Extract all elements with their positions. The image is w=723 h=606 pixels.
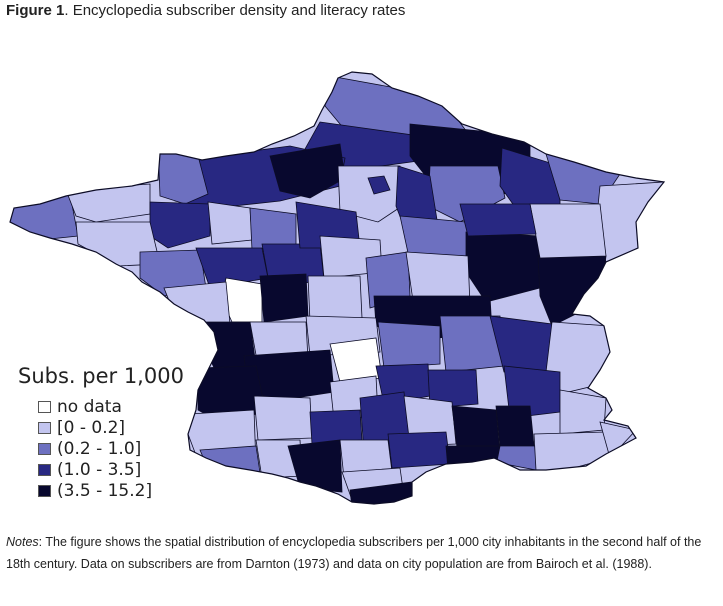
region-seine	[367, 175, 391, 195]
region-vaucluse	[493, 445, 537, 471]
france-departments-map	[9, 71, 665, 505]
map	[0, 26, 723, 526]
legend-swatch	[38, 463, 51, 476]
legend-label: no data	[57, 396, 122, 417]
legend-swatch	[38, 484, 51, 497]
region-mayenne	[207, 201, 253, 245]
region-alpes-maritimes	[599, 421, 637, 459]
region-var	[533, 431, 611, 471]
region-finistere	[10, 193, 79, 241]
region-aveyron	[387, 431, 451, 469]
figure-title: Figure 1. Encyclopedia subscriber densit…	[6, 2, 405, 20]
legend-items: no data [0 - 0.2] (0.2 - 1.0] (1.0 - 3.5] (3…	[18, 396, 218, 501]
legend-label: [0 - 0.2]	[57, 417, 126, 438]
region-vienne	[259, 273, 309, 323]
region-seine-maritime	[269, 143, 346, 199]
region-loire	[427, 369, 479, 409]
region-hautes-alpes	[559, 389, 607, 435]
region-morbihan	[75, 221, 161, 267]
map-legend: Subs. per 1,000 no data [0 - 0.2] (0.2 - 1…	[18, 362, 218, 501]
region-aube	[459, 203, 537, 237]
region-allier	[377, 321, 441, 369]
legend-item: [0 - 0.2]	[38, 417, 218, 438]
region-haute-garonne	[287, 439, 343, 493]
notes-label: Notes	[6, 535, 39, 549]
legend-swatch	[38, 421, 51, 434]
legend-item: (3.5 - 15.2]	[38, 480, 218, 501]
legend-item: no data	[38, 396, 218, 417]
legend-swatch	[38, 442, 51, 455]
notes-text: : The figure shows the spatial distribut…	[6, 535, 702, 571]
legend-label: (1.0 - 3.5]	[57, 459, 142, 480]
region-savoie	[545, 321, 611, 395]
legend-item: (0.2 - 1.0]	[38, 438, 218, 459]
region-lot-garonne	[253, 395, 313, 441]
region-paris	[337, 165, 406, 223]
legend-title: Subs. per 1,000	[18, 364, 184, 388]
figure-notes: Notes: The figure shows the spatial dist…	[6, 531, 718, 575]
legend-swatch	[38, 400, 51, 413]
region-lot	[309, 409, 363, 445]
legend-item: (1.0 - 3.5]	[38, 459, 218, 480]
region-doubs	[537, 255, 607, 327]
region-haute-saone	[529, 203, 607, 259]
figure-label: Figure 1	[6, 2, 65, 19]
region-indre	[307, 275, 363, 323]
region-drome	[495, 405, 535, 447]
figure-caption: . Encyclopedia subscriber density and li…	[64, 2, 406, 19]
region-manche	[157, 143, 209, 205]
legend-label: (0.2 - 1.0]	[57, 438, 142, 459]
legend-label: (3.5 - 15.2]	[57, 480, 153, 501]
